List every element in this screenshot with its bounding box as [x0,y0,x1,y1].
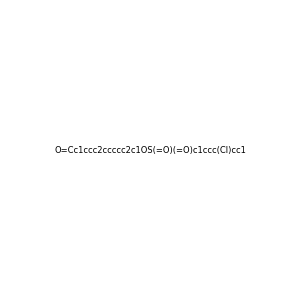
Text: O=Cc1ccc2ccccc2c1OS(=O)(=O)c1ccc(Cl)cc1: O=Cc1ccc2ccccc2c1OS(=O)(=O)c1ccc(Cl)cc1 [54,146,246,154]
